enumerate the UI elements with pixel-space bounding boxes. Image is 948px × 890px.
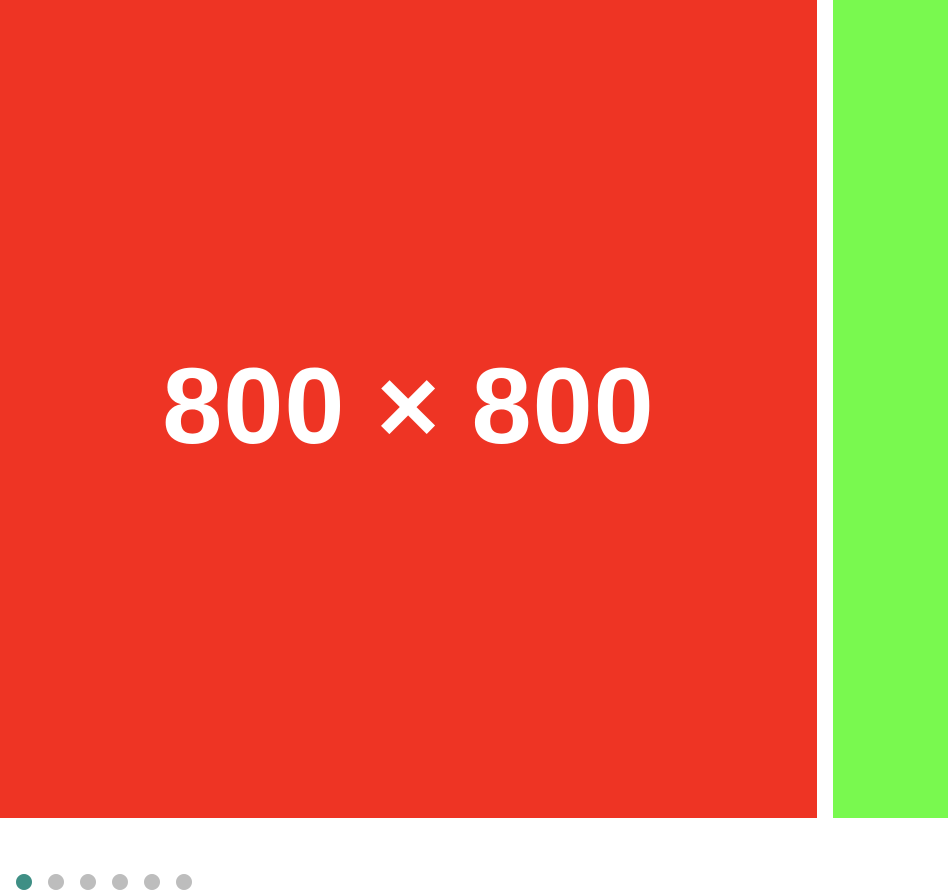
pagination-dot-2[interactable]	[48, 874, 64, 890]
image-carousel[interactable]: 800 × 800	[0, 0, 948, 818]
pagination-dot-4[interactable]	[112, 874, 128, 890]
pagination-dot-1[interactable]	[16, 874, 32, 890]
carousel-track: 800 × 800	[0, 0, 948, 818]
slide-dimension-label: 800 × 800	[162, 344, 655, 466]
pagination-dot-6[interactable]	[176, 874, 192, 890]
carousel-slide-1[interactable]: 800 × 800	[0, 0, 817, 818]
carousel-slide-2[interactable]	[833, 0, 948, 818]
pagination-dot-5[interactable]	[144, 874, 160, 890]
carousel-pagination	[16, 874, 192, 890]
pagination-dot-3[interactable]	[80, 874, 96, 890]
